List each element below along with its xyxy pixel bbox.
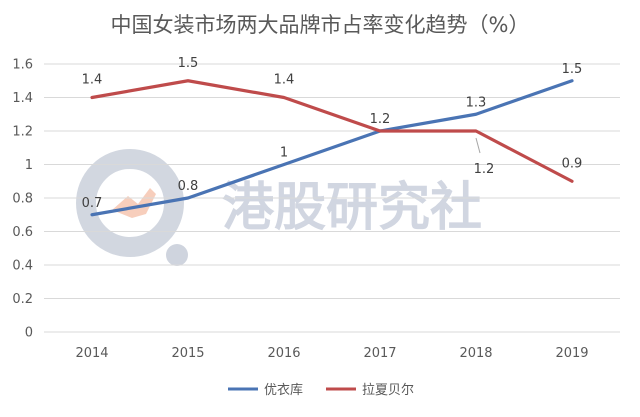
y-tick-label: 0.2 (12, 292, 33, 307)
series-line-lachapelle (90, 79, 574, 183)
x-tick-label: 2016 (267, 346, 300, 361)
y-tick-label: 1.2 (12, 125, 33, 140)
y-tick-label: 0 (25, 326, 33, 341)
x-tick-label: 2018 (459, 346, 492, 361)
x-tick-label: 2014 (75, 346, 108, 361)
x-tick-label: 2017 (363, 346, 396, 361)
data-label-uniqlo: 1.5 (562, 62, 583, 77)
legend-label-uniqlo: 优衣库 (264, 382, 303, 398)
data-label-lachapelle: 1.2 (474, 162, 495, 177)
legend-label-lachapelle: 拉夏贝尔 (362, 383, 414, 398)
watermark: 港股研究社 (76, 149, 482, 266)
data-label-uniqlo: 0.8 (178, 179, 199, 194)
data-label-uniqlo: 1.3 (466, 95, 487, 110)
watermark-text: 港股研究社 (222, 178, 482, 238)
chart-title: 中国女装市场两大品牌市占率变化趋势（%） (111, 13, 530, 37)
label-leader-line (475, 137, 481, 154)
y-tick-label: 0.8 (12, 192, 33, 207)
y-axis: 0 0.2 0.4 0.6 0.8 1 1.2 1.4 1.6 (12, 58, 33, 341)
data-label-lachapelle: 0.9 (562, 156, 583, 171)
data-label-uniqlo: 0.7 (82, 196, 103, 211)
x-axis: 2014 2015 2016 2017 2018 2019 (75, 346, 588, 361)
data-label-uniqlo: 1 (280, 146, 288, 161)
legend: 优衣库 拉夏贝尔 (228, 382, 414, 398)
data-labels: 0.7 0.8 1 1.2 1.3 1.5 1.4 1.5 1.4 1.2 0.9 (82, 56, 583, 211)
y-tick-label: 1.4 (12, 91, 33, 106)
data-label-lachapelle: 1.5 (178, 56, 199, 71)
series-layer (90, 79, 574, 217)
data-label-lachapelle: 1.4 (274, 73, 295, 88)
y-tick-label: 0.6 (12, 225, 33, 240)
data-label-lachapelle: 1.4 (82, 73, 103, 88)
y-tick-label: 0.4 (12, 259, 33, 274)
x-tick-label: 2015 (171, 346, 204, 361)
legend-item-uniqlo[interactable]: 优衣库 (228, 382, 303, 398)
y-tick-label: 1 (25, 158, 33, 173)
y-tick-label: 1.6 (12, 58, 33, 73)
legend-item-lachapelle[interactable]: 拉夏贝尔 (326, 383, 414, 398)
series-line-uniqlo (90, 79, 574, 217)
data-label-uniqlo: 1.2 (370, 112, 391, 127)
x-tick-label: 2019 (555, 346, 588, 361)
grid (44, 63, 620, 333)
